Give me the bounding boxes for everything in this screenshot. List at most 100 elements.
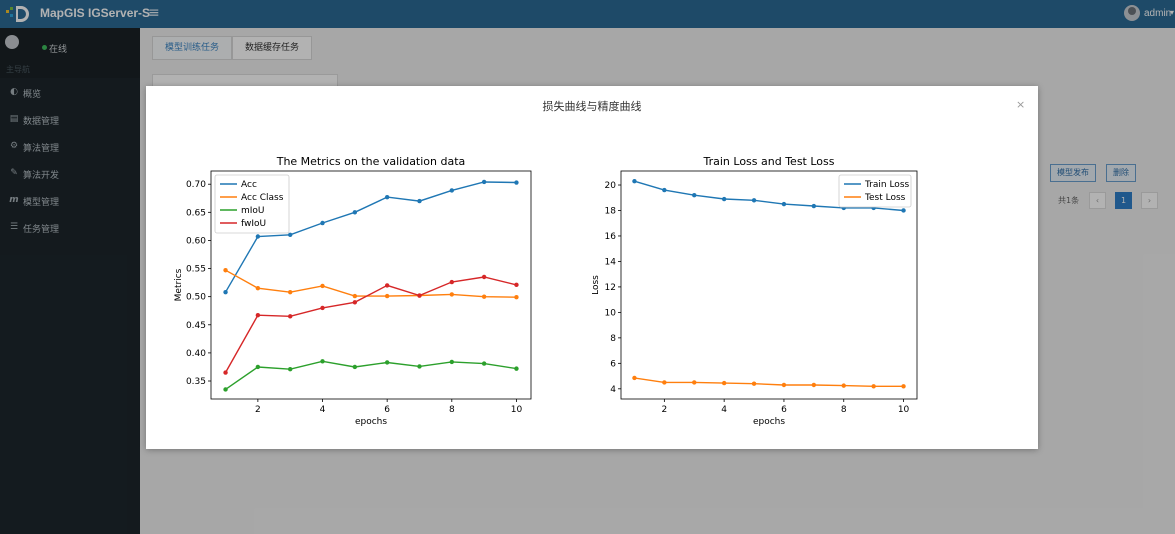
data-point bbox=[901, 384, 906, 389]
user-name[interactable]: admin bbox=[1144, 8, 1172, 19]
y-tick-label: 6 bbox=[610, 359, 616, 369]
data-point bbox=[662, 187, 667, 193]
data-point bbox=[287, 314, 293, 319]
chart-title: Train Loss and Test Loss bbox=[703, 155, 835, 168]
tab-training-tasks[interactable]: 模型训练任务 bbox=[152, 36, 233, 60]
plot-frame bbox=[210, 170, 532, 400]
sidebar-item-tasks[interactable]: ☰ 任务管理 bbox=[0, 217, 140, 239]
sidebar-item-dev[interactable]: ✎ 算法开发 bbox=[0, 163, 140, 185]
data-point bbox=[223, 370, 228, 375]
data-point bbox=[901, 208, 906, 213]
y-tick-label: 4 bbox=[610, 385, 616, 395]
y-tick-label: 18 bbox=[605, 206, 617, 216]
mapgis-logo-icon bbox=[6, 6, 29, 22]
data-point bbox=[481, 294, 487, 299]
close-icon[interactable]: × bbox=[1016, 98, 1026, 111]
data-point bbox=[514, 366, 519, 371]
brand-title: MapGIS IGServer-S bbox=[40, 6, 151, 20]
data-point bbox=[481, 274, 487, 280]
data-point bbox=[417, 198, 422, 204]
top-navbar: MapGIS IGServer-S ≡ admin ▾ bbox=[0, 0, 1175, 28]
list-icon: ☰ bbox=[9, 222, 19, 232]
x-tick-label: 6 bbox=[384, 405, 390, 415]
legend: Train Loss Test Loss bbox=[838, 174, 912, 208]
legend-label: fwIoU bbox=[241, 219, 266, 229]
online-status-icon bbox=[42, 45, 47, 50]
data-point bbox=[255, 313, 261, 318]
y-tick-label: 8 bbox=[610, 334, 616, 344]
model-icon: m bbox=[9, 195, 19, 205]
data-point bbox=[449, 188, 455, 193]
data-point bbox=[662, 380, 667, 385]
data-point bbox=[287, 289, 293, 295]
x-tick-label: 10 bbox=[511, 405, 523, 415]
menu-toggle-icon[interactable]: ≡ bbox=[148, 5, 160, 21]
x-tick-label: 4 bbox=[320, 405, 326, 415]
legend-box bbox=[214, 174, 290, 234]
sidebar-item-label: 模型管理 bbox=[23, 198, 60, 208]
series-line-1 bbox=[225, 269, 517, 298]
data-point bbox=[352, 364, 358, 370]
delete-button[interactable]: 删除 bbox=[1106, 164, 1136, 182]
user-caret-icon[interactable]: ▾ bbox=[1170, 8, 1175, 17]
x-tick-label: 4 bbox=[721, 405, 727, 415]
data-point bbox=[287, 366, 293, 372]
y-tick-label: 0.55 bbox=[186, 265, 206, 275]
publish-model-button[interactable]: 模型发布 bbox=[1050, 164, 1096, 182]
data-point bbox=[287, 232, 293, 238]
pagination-current[interactable]: 1 bbox=[1115, 192, 1132, 209]
y-axis-label: Loss bbox=[592, 275, 601, 295]
data-point bbox=[255, 364, 261, 370]
data-point bbox=[811, 382, 817, 388]
sidebar-item-algorithms[interactable]: ⚙ 算法管理 bbox=[0, 136, 140, 158]
y-tick-label: 0.50 bbox=[186, 293, 206, 303]
sidebar: 在线 主导航 ◐ 概览 ▤ 数据管理 ⚙ 算法管理 ✎ 算法开发 m 模型管理 … bbox=[0, 28, 140, 534]
edit-icon: ✎ bbox=[10, 168, 18, 178]
user-avatar[interactable] bbox=[1124, 5, 1140, 21]
legend-label: Test Loss bbox=[864, 193, 906, 203]
data-point bbox=[692, 193, 697, 198]
y-tick-label: 0.45 bbox=[186, 321, 206, 331]
legend-label: Train Loss bbox=[864, 180, 910, 190]
avatar bbox=[5, 35, 19, 49]
legend-label: Acc Class bbox=[241, 193, 284, 203]
x-tick-label: 6 bbox=[781, 405, 787, 415]
series-line-1 bbox=[634, 377, 904, 387]
data-point bbox=[384, 293, 390, 299]
series-line-2 bbox=[225, 360, 517, 390]
sidebar-item-data[interactable]: ▤ 数据管理 bbox=[0, 109, 140, 131]
data-point bbox=[751, 381, 757, 386]
pagination-total: 共1条 bbox=[1058, 196, 1080, 205]
series-line-0 bbox=[224, 181, 517, 293]
data-point bbox=[781, 382, 787, 388]
data-point bbox=[352, 293, 358, 299]
plot-frame bbox=[620, 170, 918, 400]
data-point bbox=[449, 359, 455, 365]
y-tick-label: 20 bbox=[605, 181, 617, 191]
data-point bbox=[352, 210, 358, 215]
data-point bbox=[417, 364, 422, 369]
data-point bbox=[514, 295, 519, 300]
y-tick-label: 0.70 bbox=[186, 180, 206, 190]
curves-modal: 损失曲线与精度曲线 × The Metrics on the validatio… bbox=[146, 86, 1038, 449]
task-tabs: 模型训练任务 数据缓存任务 bbox=[152, 36, 313, 60]
legend-box bbox=[838, 174, 912, 208]
data-point bbox=[781, 201, 787, 207]
sidebar-item-label: 任务管理 bbox=[23, 225, 60, 235]
x-tick-label: 8 bbox=[449, 405, 455, 415]
sidebar-item-label: 算法开发 bbox=[23, 171, 60, 181]
pagination-next[interactable]: › bbox=[1141, 192, 1158, 209]
sidebar-item-label: 算法管理 bbox=[23, 144, 60, 154]
data-point bbox=[751, 198, 757, 203]
pagination-prev[interactable]: ‹ bbox=[1089, 192, 1106, 209]
data-point bbox=[255, 286, 261, 291]
data-point bbox=[841, 383, 846, 388]
x-tick-label: 2 bbox=[255, 405, 261, 415]
data-point bbox=[514, 180, 519, 185]
y-tick-label: 16 bbox=[605, 232, 617, 242]
sidebar-item-models[interactable]: m 模型管理 bbox=[0, 190, 140, 212]
sidebar-item-overview[interactable]: ◐ 概览 bbox=[0, 82, 140, 104]
data-point bbox=[223, 387, 228, 392]
tab-cache-tasks[interactable]: 数据缓存任务 bbox=[232, 36, 313, 60]
data-point bbox=[514, 282, 519, 288]
